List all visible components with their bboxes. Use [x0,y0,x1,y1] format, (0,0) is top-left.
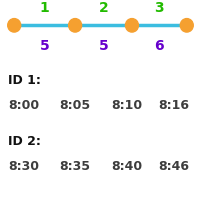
Text: 8:00: 8:00 [8,99,39,112]
Text: 8:35: 8:35 [59,160,89,173]
Text: 5: 5 [40,39,49,53]
Text: 8:10: 8:10 [111,99,142,112]
Text: 8:46: 8:46 [158,160,188,173]
Text: 2: 2 [98,1,108,15]
Circle shape [125,19,138,32]
Text: 8:05: 8:05 [59,99,89,112]
Text: 8:40: 8:40 [111,160,142,173]
Circle shape [8,19,21,32]
Circle shape [68,19,81,32]
Text: 3: 3 [154,1,163,15]
Text: ID 2:: ID 2: [8,135,41,148]
Text: ID 1:: ID 1: [8,74,41,87]
Circle shape [179,19,192,32]
Text: 8:16: 8:16 [158,99,188,112]
Text: 8:30: 8:30 [8,160,39,173]
Text: 6: 6 [154,39,163,53]
Text: 5: 5 [98,39,108,53]
Text: 1: 1 [40,1,49,15]
